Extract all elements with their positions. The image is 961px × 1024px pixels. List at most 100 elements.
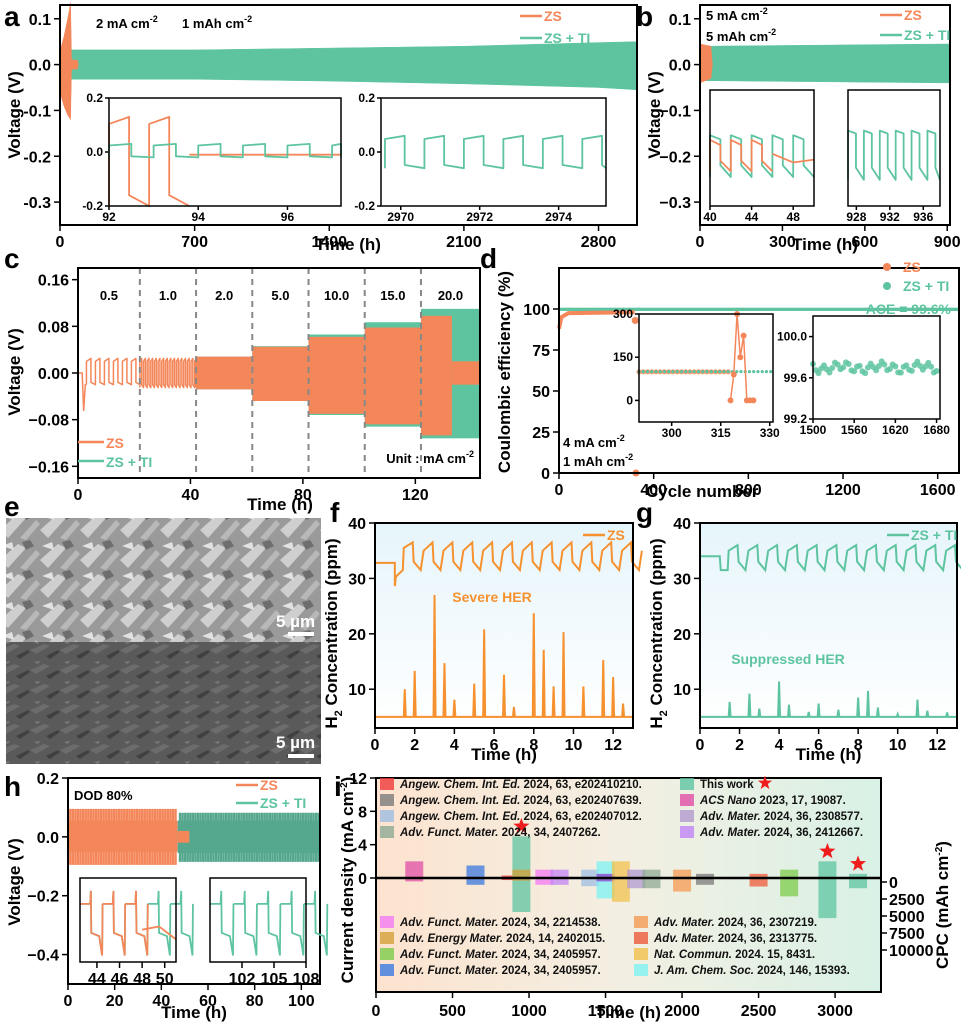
h2-spike — [856, 697, 861, 717]
x-tick-label: 94 — [192, 210, 206, 224]
inset-zs-point — [725, 369, 731, 375]
annotation-current: 4 mA cm-2 — [563, 433, 625, 450]
plot-background — [80, 878, 176, 962]
y-tick-label: 12 — [349, 771, 367, 788]
inset-zs-ti-point — [826, 369, 833, 376]
inset-zs-ti-point — [769, 370, 773, 374]
panel-label-h: h — [4, 771, 21, 802]
inset-zs-ti-point — [886, 365, 893, 372]
bar-cpc — [642, 878, 661, 889]
inset-zs-ti-point — [756, 370, 760, 374]
reference-legend-swatch — [680, 778, 694, 790]
inset-zs-ti-point — [662, 370, 667, 374]
panel-d: 0 400 800 1200 1600 0 25 50 75 100 Coulombic effic… — [495, 259, 960, 501]
bar-cpc — [550, 878, 569, 885]
bar-cpc — [596, 878, 615, 899]
y2-tick-label: 5000 — [889, 909, 925, 926]
plot-background — [109, 98, 341, 206]
reference-legend-swatch — [634, 964, 648, 976]
y2-tick-label: 10000 — [889, 943, 934, 960]
h2-spike — [747, 693, 752, 717]
y-tick-label: 0.0 — [37, 830, 59, 847]
scale-bar-label-bottom: 5 µm — [276, 733, 315, 752]
bar-cpc — [696, 878, 715, 885]
reference-legend-entry: Adv. Mater. 2024, 36, 2412667. — [699, 827, 863, 839]
legend-zs-label: ZS — [260, 777, 278, 793]
inset-zs-ti-point — [845, 360, 852, 367]
plot-frame — [79, 877, 177, 963]
x-tick-label: 3000 — [817, 1003, 853, 1020]
y-tick-label: −0.16 — [29, 459, 70, 476]
x-tick-label: 300 — [769, 234, 796, 251]
reference-legend-entry: J. Am. Chem. Soc. 2024, 146, 15393. — [654, 965, 850, 977]
legend-zs-label: ZS — [106, 435, 124, 451]
inset-zs-ti-point — [696, 370, 701, 374]
series-zs-ti-points — [559, 307, 959, 311]
h2-spike — [727, 701, 732, 717]
reference-legend-swatch — [680, 794, 694, 806]
x-tick-label: 4 — [450, 737, 459, 754]
series-zs-short — [451, 361, 480, 385]
y-tick-label: 0.2 — [37, 771, 59, 788]
panel-label-g: g — [636, 497, 653, 528]
inset-zs-tail — [772, 152, 815, 164]
inset-zs-ti-point — [654, 370, 658, 374]
x-tick-label: 44 — [745, 210, 759, 224]
x-tick-label: 400 — [640, 482, 667, 499]
y-axis-label: H2 Concentration (ppm) — [647, 538, 670, 728]
x-tick-label: 20 — [106, 993, 124, 1010]
y-tick-label: 75 — [532, 343, 550, 360]
y-tick-label: −0.08 — [29, 413, 70, 430]
x-tick-label: 10 — [889, 737, 907, 754]
x-tick-label: 0 — [696, 737, 705, 754]
bar-cpc — [627, 878, 646, 889]
bar-current-density — [627, 869, 646, 878]
y-tick-label: -0.2 — [82, 199, 103, 213]
h2-spike — [806, 711, 811, 718]
inset-zs-ti-point — [892, 363, 899, 370]
x-tick-label: 2972 — [466, 210, 493, 224]
rate-label: 20.0 — [438, 288, 463, 303]
x-tick-label: 100 — [288, 993, 315, 1010]
y2-axis-label: CPC (mAh cm-2) — [933, 841, 952, 969]
bar-current-density — [512, 836, 531, 878]
h2-spike — [551, 686, 556, 717]
y-tick-label: −0.2 — [27, 889, 59, 906]
panel-label-a: a — [4, 1, 20, 32]
panel-h: 0 20 40 60 80 100 0.2 0.0 −0.2 −0.4 Voltage (V) Tim… — [5, 771, 329, 1022]
panel-label-b: b — [636, 1, 653, 32]
bar-current-density — [466, 865, 485, 878]
y-axis-label: Voltage (V) — [645, 71, 664, 159]
rate-label: 10.0 — [324, 288, 349, 303]
series-zs-initial — [78, 372, 87, 411]
y-axis-label: Current density (mA cm-2) — [338, 777, 357, 984]
legend-zs-ti-marker — [883, 282, 891, 290]
bar-current-density — [596, 873, 615, 878]
inset-zs-ti-point — [645, 370, 650, 374]
dod-annotation: DOD 80% — [74, 788, 133, 803]
star-icon — [757, 775, 773, 790]
y-tick-label: 300 — [613, 307, 633, 321]
x-tick-label: 1200 — [825, 482, 861, 499]
y-axis-label: H2 Concentration (ppm) — [322, 538, 345, 728]
y-tick-label: −0.2 — [659, 149, 691, 166]
x-tick-label: 12 — [928, 737, 946, 754]
bar-current-density — [849, 873, 868, 878]
rate-label: 1.0 — [159, 288, 177, 303]
h2-spike — [621, 703, 626, 717]
inset-zs-ti-point — [862, 370, 869, 377]
star-icon — [819, 842, 836, 859]
inset-zs-ti-point — [933, 367, 940, 374]
inset-zs-ti-point — [722, 370, 726, 374]
rate-label: 2.0 — [215, 288, 233, 303]
y-tick-label: 0.0 — [669, 58, 691, 75]
series-zs-points — [557, 310, 635, 330]
bar-current-density — [642, 869, 661, 878]
x-tick-label: 10 — [565, 737, 583, 754]
reference-legend-entry: ACS Nano 2023, 17, 19087. — [699, 795, 846, 807]
reference-legend-entry: Adv. Mater. 2024, 36, 2307219. — [653, 917, 817, 929]
inset-zs-ti-point — [718, 370, 722, 374]
bar-current-density — [749, 873, 768, 878]
x-axis-label: Time (h) — [796, 745, 862, 764]
y-tick-label: -0.2 — [23, 149, 51, 166]
